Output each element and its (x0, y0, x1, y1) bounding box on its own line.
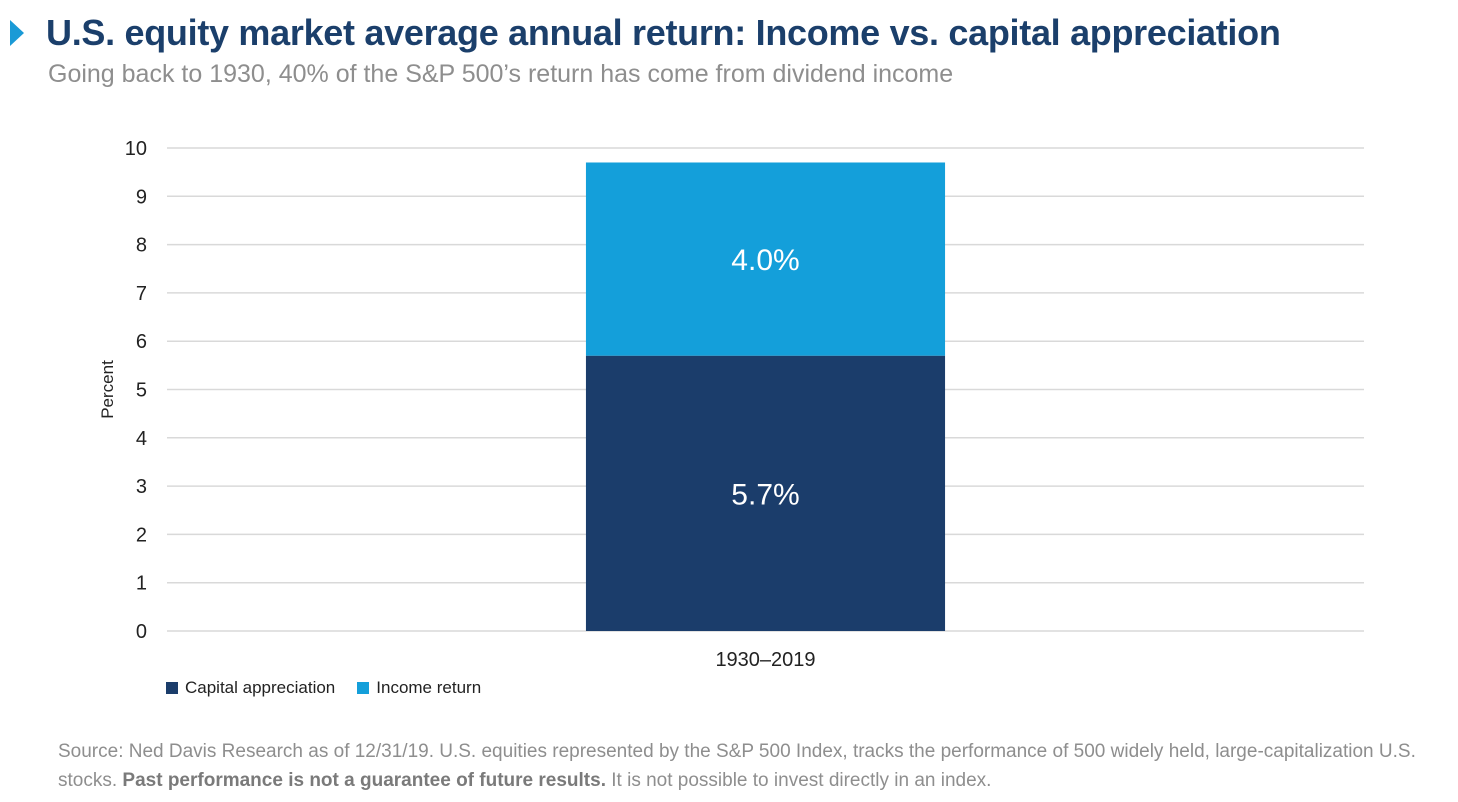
footnote-text-1: Source: Ned Davis Research as of 12/31/1… (58, 741, 1416, 791)
y-tick-label-5: 5 (136, 380, 147, 402)
footnote-disclaimer: Past performance is not a guarantee of f… (122, 770, 606, 791)
chart-canvas: 0 1 2 3 4 5 6 7 8 9 10 Percent 5.7% 4.0% 1930–2019 (98, 138, 1364, 671)
y-tick-label-0: 0 (136, 621, 147, 643)
source-footnote: Source: Ned Davis Research as of 12/31/1… (58, 737, 1438, 795)
legend-swatch-capital-appreciation (166, 682, 178, 694)
y-tick-label-6: 6 (136, 331, 147, 353)
y-tick-label-8: 8 (136, 235, 147, 257)
chart-subtitle: Going back to 1930, 40% of the S&P 500’s… (48, 60, 954, 88)
legend-item-income-return: Income return (357, 678, 481, 698)
bar-income-return-0 (585, 162, 946, 356)
y-tick-label-9: 9 (136, 186, 147, 208)
footnote-text-2: It is not possible to invest directly in… (605, 770, 992, 791)
legend-item-capital-appreciation: Capital appreciation (166, 678, 335, 698)
y-tick-label-4: 4 (136, 428, 147, 450)
title-arrow-icon (10, 20, 24, 46)
y-axis-label: Percent (98, 360, 117, 419)
legend-label-income-return: Income return (376, 678, 482, 697)
data-label-capital-appreciation-0: 5.7% (731, 478, 799, 511)
data-label-income-return-0: 4.0% (731, 244, 799, 277)
legend-swatch-income-return (357, 682, 370, 694)
y-tick-label-1: 1 (136, 573, 147, 595)
legend-label-capital-appreciation: Capital appreciation (185, 678, 336, 697)
chart-legend: Capital appreciation Income return (166, 678, 503, 698)
chart-title: U.S. equity market average annual return… (46, 12, 1281, 53)
y-tick-label-3: 3 (136, 476, 147, 498)
title-row: U.S. equity market average annual return… (10, 12, 1448, 54)
y-tick-label-7: 7 (136, 283, 147, 305)
bar-capital-appreciation-0 (585, 355, 946, 631)
y-tick-label-2: 2 (136, 524, 147, 546)
y-tick-label-10: 10 (125, 138, 147, 160)
x-tick-label-0: 1930–2019 (715, 649, 815, 671)
